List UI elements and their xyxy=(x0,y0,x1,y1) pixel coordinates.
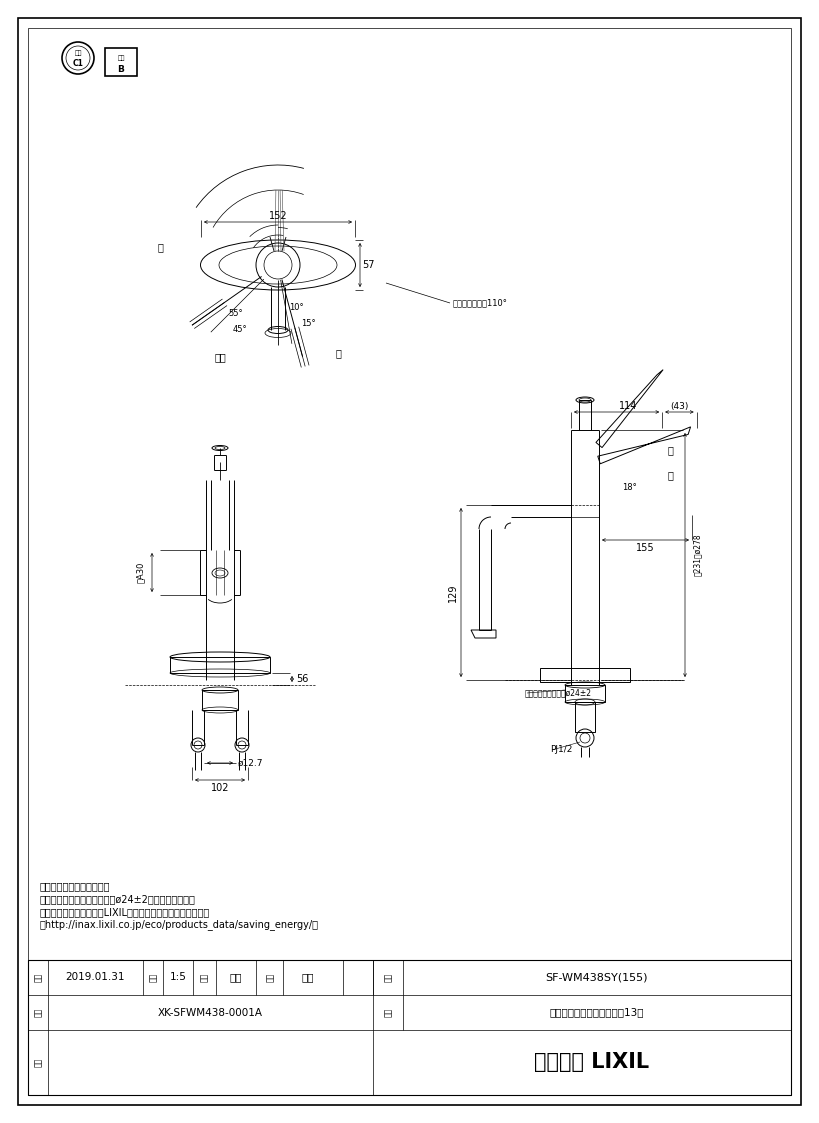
Text: 節湯: 節湯 xyxy=(117,55,124,61)
Text: 総231〜ø278: 総231〜ø278 xyxy=(693,533,702,576)
Text: SF-WM438SY(155): SF-WM438SY(155) xyxy=(545,973,649,983)
Text: 1:5: 1:5 xyxy=(170,973,187,983)
Text: 備考: 備考 xyxy=(34,1058,43,1067)
Text: 湯: 湯 xyxy=(157,241,163,252)
Text: 等A30: 等A30 xyxy=(135,562,144,583)
Text: 品名: 品名 xyxy=(383,1007,392,1017)
Text: PJ1/2: PJ1/2 xyxy=(550,746,572,755)
Bar xyxy=(105,48,137,76)
Text: ・節湯記号については、LIXILホームページを参照ください。: ・節湯記号については、LIXILホームページを参照ください。 xyxy=(40,907,210,917)
Text: 図番: 図番 xyxy=(34,1007,43,1017)
Text: 102: 102 xyxy=(210,783,229,793)
Text: 製図: 製図 xyxy=(200,973,209,983)
Text: C1: C1 xyxy=(73,58,84,67)
Text: ・カウンター穴あけ寸法は、ø24±2で行って下さい。: ・カウンター穴あけ寸法は、ø24±2で行って下さい。 xyxy=(40,894,196,904)
Text: （http://inax.lixil.co.jp/eco/products_data/saving_energy/）: （http://inax.lixil.co.jp/eco/products_da… xyxy=(40,920,319,931)
Text: 15°: 15° xyxy=(301,319,315,328)
Bar xyxy=(202,690,238,710)
Text: カウンター取付穴径ø24±2: カウンター取付穴径ø24±2 xyxy=(525,688,592,697)
Text: 45°: 45° xyxy=(233,325,247,334)
Text: 155: 155 xyxy=(636,544,655,553)
Text: 水: 水 xyxy=(335,348,341,358)
Text: 10°: 10° xyxy=(288,302,303,311)
Text: 混合: 混合 xyxy=(214,351,226,362)
Text: 閉: 閉 xyxy=(667,471,673,480)
Text: 磳崎: 磳崎 xyxy=(301,973,314,983)
Bar xyxy=(540,668,630,682)
Text: 株式会社 LIXIL: 株式会社 LIXIL xyxy=(535,1052,649,1072)
Text: B: B xyxy=(118,64,124,73)
Bar xyxy=(170,657,270,673)
Text: 129: 129 xyxy=(448,583,458,602)
Text: 品番: 品番 xyxy=(383,973,392,983)
Text: 56: 56 xyxy=(296,674,308,684)
Bar xyxy=(565,685,605,702)
Text: 検図: 検図 xyxy=(265,973,274,983)
Text: 55°: 55° xyxy=(229,309,243,318)
Text: ø12.7: ø12.7 xyxy=(238,758,263,767)
Text: シングルレバー混合水栓（13）: シングルレバー混合水栓（13） xyxy=(550,1007,645,1017)
Text: 152: 152 xyxy=(269,211,287,221)
Text: ・（　）内は、参考寺法。: ・（ ）内は、参考寺法。 xyxy=(40,882,111,891)
Text: 尺度: 尺度 xyxy=(148,973,157,983)
Bar xyxy=(28,960,791,1095)
Text: (43): (43) xyxy=(670,402,689,411)
Text: 開: 開 xyxy=(667,445,673,455)
Text: 18°: 18° xyxy=(622,484,636,493)
Text: XK-SFWM438-0001A: XK-SFWM438-0001A xyxy=(157,1007,263,1017)
Text: 日付: 日付 xyxy=(34,973,43,983)
Text: 114: 114 xyxy=(619,401,637,411)
Text: 吹水口回転範困110°: 吹水口回転範困110° xyxy=(453,299,508,308)
Text: 節電: 節電 xyxy=(75,51,82,56)
Bar xyxy=(575,702,595,732)
Text: 釜山: 釜山 xyxy=(230,973,242,983)
Text: 2019.01.31: 2019.01.31 xyxy=(66,973,124,983)
Text: 57: 57 xyxy=(362,261,374,270)
